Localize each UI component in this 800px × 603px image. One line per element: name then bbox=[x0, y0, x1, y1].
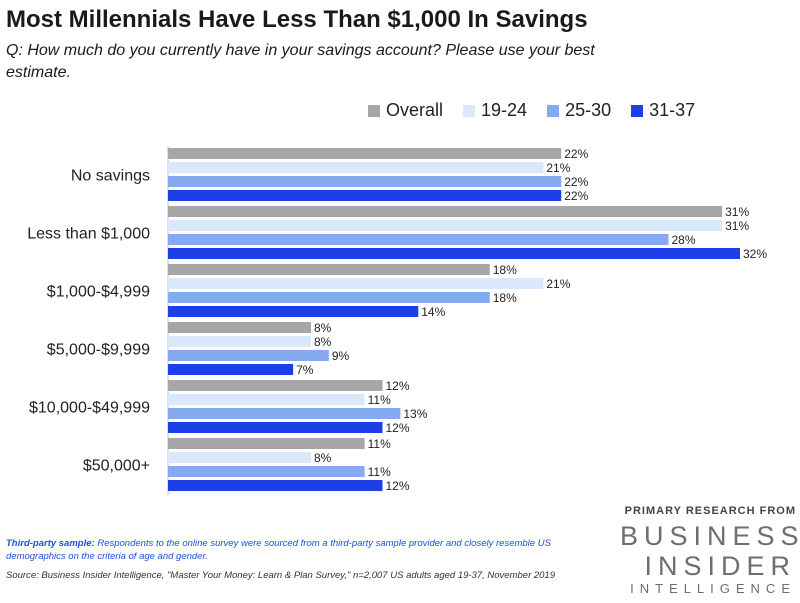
legend-item-31-37: 31-37 bbox=[631, 100, 695, 121]
data-label-25-30-3: 9% bbox=[332, 349, 350, 363]
data-label-25-30-1: 28% bbox=[672, 233, 696, 247]
brand-line-1: BUSINESS bbox=[620, 521, 800, 551]
data-label-31-37-3: 7% bbox=[296, 363, 314, 377]
data-label-31-37-4: 12% bbox=[386, 421, 410, 435]
category-label-0: No savings bbox=[71, 168, 150, 185]
category-label-2: $1,000-$4,999 bbox=[47, 284, 150, 301]
bar-25-30-3 bbox=[168, 350, 329, 361]
bar-31-37-0 bbox=[168, 190, 562, 201]
data-label-overall-2: 18% bbox=[493, 263, 517, 277]
chart-title: Most Millennials Have Less Than $1,000 I… bbox=[6, 6, 588, 33]
bar-overall-3 bbox=[168, 322, 311, 333]
bar-overall-2 bbox=[168, 264, 490, 275]
data-label-25-30-4: 13% bbox=[403, 407, 427, 421]
bar-overall-0 bbox=[168, 148, 562, 159]
data-label-19-24-1: 31% bbox=[725, 219, 749, 233]
data-label-19-24-3: 8% bbox=[314, 335, 332, 349]
data-label-overall-3: 8% bbox=[314, 321, 332, 335]
source-note: Source: Business Insider Intelligence, "… bbox=[6, 570, 556, 581]
legend-swatch-overall bbox=[368, 104, 380, 117]
bar-25-30-1 bbox=[168, 234, 669, 245]
bar-25-30-5 bbox=[168, 466, 365, 477]
data-label-31-37-1: 32% bbox=[743, 247, 767, 261]
category-label-4: $10,000-$49,999 bbox=[29, 400, 150, 417]
data-label-overall-1: 31% bbox=[725, 205, 749, 219]
bar-31-37-3 bbox=[168, 364, 294, 375]
legend-swatch-19-24 bbox=[463, 104, 476, 117]
bar-overall-1 bbox=[168, 206, 723, 217]
legend-item-overall: Overall bbox=[368, 100, 443, 121]
bar-31-37-4 bbox=[168, 422, 383, 433]
legend-label-overall: Overall bbox=[386, 100, 444, 120]
bar-overall-4 bbox=[168, 380, 383, 391]
bar-25-30-2 bbox=[168, 292, 490, 303]
data-label-19-24-2: 21% bbox=[546, 277, 570, 291]
bar-19-24-1 bbox=[168, 220, 723, 231]
data-label-25-30-5: 11% bbox=[368, 465, 391, 479]
bar-19-24-5 bbox=[168, 452, 311, 463]
bar-31-37-2 bbox=[168, 306, 419, 317]
data-label-25-30-2: 18% bbox=[493, 291, 517, 305]
data-label-25-30-0: 22% bbox=[564, 175, 588, 189]
category-label-3: $5,000-$9,999 bbox=[47, 342, 150, 359]
data-label-overall-4: 12% bbox=[386, 379, 410, 393]
footnote: Third-party sample: Respondents to the o… bbox=[6, 537, 606, 563]
legend-item-19-24: 19-24 bbox=[463, 100, 527, 121]
legend-item-25-30: 25-30 bbox=[547, 100, 611, 121]
bar-19-24-3 bbox=[168, 336, 311, 347]
chart-subtitle: Q: How much do you currently have in you… bbox=[6, 42, 595, 81]
brand-tagline: PRIMARY RESEARCH FROM bbox=[624, 505, 796, 517]
category-label-5: $50,000+ bbox=[83, 458, 150, 475]
bar-19-24-4 bbox=[168, 394, 365, 405]
brand-logo: PRIMARY RESEARCH FROM BUSINESS INSIDER I… bbox=[620, 505, 800, 597]
bar-19-24-2 bbox=[168, 278, 544, 289]
bar-31-37-1 bbox=[168, 248, 740, 259]
category-label-1: Less than $1,000 bbox=[27, 226, 150, 243]
data-label-31-37-2: 14% bbox=[421, 305, 445, 319]
legend: Overall 19-24 25-30 31-37 bbox=[368, 100, 695, 121]
data-label-31-37-5: 12% bbox=[386, 479, 410, 493]
legend-swatch-31-37 bbox=[631, 104, 644, 117]
data-label-overall-5: 11% bbox=[368, 437, 391, 451]
legend-swatch-25-30 bbox=[547, 104, 560, 117]
footnote-text: Respondents to the online survey were so… bbox=[6, 538, 551, 562]
brand-line-3: INTELLIGENCE bbox=[630, 581, 796, 596]
footnote-label: Third-party sample: bbox=[6, 538, 95, 549]
bar-31-37-5 bbox=[168, 480, 383, 491]
data-label-31-37-0: 22% bbox=[564, 189, 588, 203]
data-label-overall-0: 22% bbox=[564, 147, 588, 161]
bar-overall-5 bbox=[168, 438, 365, 449]
data-label-19-24-5: 8% bbox=[314, 451, 332, 465]
bar-25-30-0 bbox=[168, 176, 562, 187]
data-label-19-24-4: 11% bbox=[368, 393, 391, 407]
bar-19-24-0 bbox=[168, 162, 544, 173]
data-label-19-24-0: 21% bbox=[546, 161, 570, 175]
legend-label-31-37: 31-37 bbox=[649, 100, 696, 120]
brand-line-2: INSIDER bbox=[644, 551, 796, 581]
legend-label-19-24: 19-24 bbox=[481, 100, 528, 120]
legend-label-25-30: 25-30 bbox=[565, 100, 612, 120]
bar-25-30-4 bbox=[168, 408, 401, 419]
